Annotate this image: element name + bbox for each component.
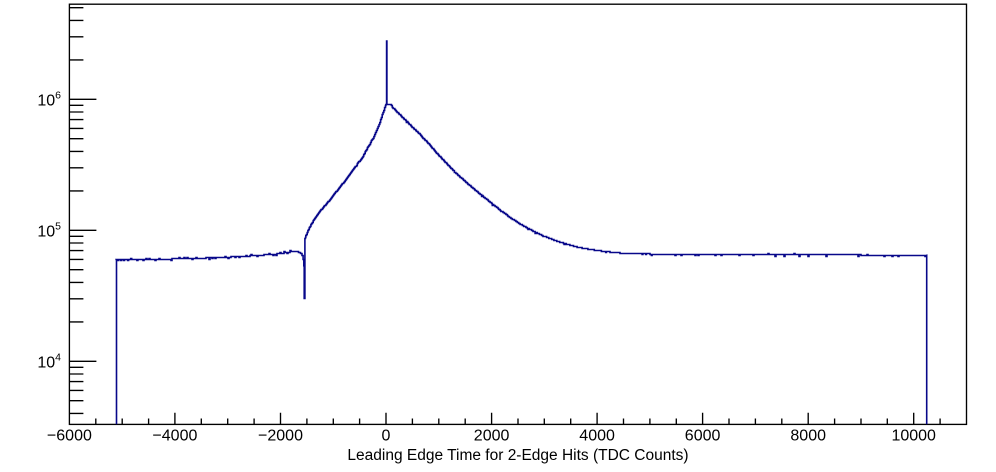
svg-text:−2000: −2000: [258, 428, 303, 445]
svg-text:8000: 8000: [790, 428, 826, 445]
svg-text:0: 0: [382, 428, 391, 445]
svg-text:−4000: −4000: [152, 428, 197, 445]
svg-text:−6000: −6000: [47, 428, 92, 445]
svg-text:10000: 10000: [891, 428, 936, 445]
svg-text:4000: 4000: [579, 428, 615, 445]
svg-text:2000: 2000: [474, 428, 510, 445]
svg-text:6000: 6000: [685, 428, 721, 445]
svg-text:Leading Edge Time for 2-Edge H: Leading Edge Time for 2-Edge Hits (TDC C…: [347, 447, 688, 464]
